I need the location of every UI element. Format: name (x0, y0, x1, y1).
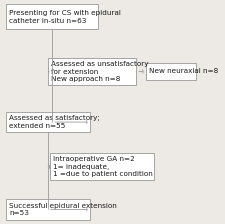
FancyBboxPatch shape (6, 4, 98, 29)
Text: Presenting for CS with epidural
catheter in-situ n=63: Presenting for CS with epidural catheter… (9, 10, 121, 24)
FancyBboxPatch shape (50, 153, 154, 180)
FancyBboxPatch shape (6, 112, 90, 132)
Text: New neuraxial n=8: New neuraxial n=8 (149, 68, 218, 74)
Text: Assessed as satisfactory;
extended n=55: Assessed as satisfactory; extended n=55 (9, 115, 100, 129)
FancyBboxPatch shape (146, 63, 196, 80)
Text: Intraoperative GA n=2
1= inadequate,
1 =due to patient condition: Intraoperative GA n=2 1= inadequate, 1 =… (53, 156, 153, 177)
Text: Successful epidural extension
n=53: Successful epidural extension n=53 (9, 203, 117, 216)
Text: Assessed as unsatisfactory
for extension
New approach n=8: Assessed as unsatisfactory for extension… (51, 61, 148, 82)
FancyBboxPatch shape (48, 58, 136, 85)
FancyBboxPatch shape (6, 199, 90, 220)
